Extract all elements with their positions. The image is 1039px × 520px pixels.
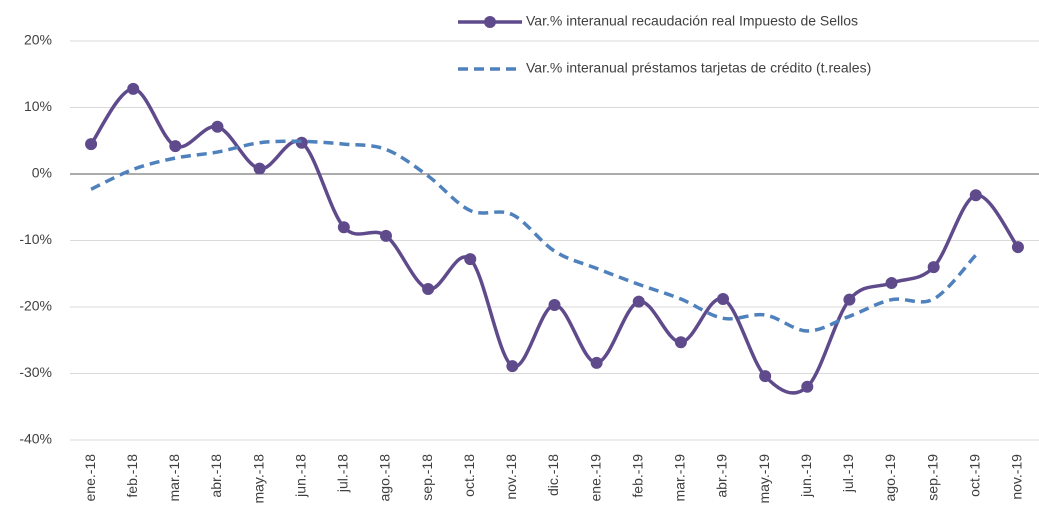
point bbox=[674, 336, 687, 349]
point bbox=[927, 261, 940, 274]
legend-label: Var.% interanual recaudación real Impues… bbox=[526, 13, 858, 29]
point bbox=[1011, 241, 1024, 254]
point bbox=[632, 295, 645, 308]
point bbox=[253, 162, 266, 175]
point bbox=[379, 229, 392, 242]
x-tick-label: oct.-19 bbox=[967, 454, 983, 497]
legend-label: Var.% interanual préstamos tarjetas de c… bbox=[526, 60, 871, 76]
y-tick-label: 10% bbox=[24, 98, 52, 114]
point bbox=[506, 360, 519, 373]
y-tick-label: 20% bbox=[24, 32, 52, 48]
x-tick-label: feb.-19 bbox=[629, 454, 645, 498]
point bbox=[590, 356, 603, 369]
point bbox=[843, 293, 856, 306]
series-line bbox=[90, 139, 978, 333]
x-tick-label: mar.-18 bbox=[166, 454, 182, 502]
x-tick-label: ago.-19 bbox=[882, 454, 898, 502]
x-tick-label: jun.-18 bbox=[292, 454, 308, 498]
y-tick-label: -10% bbox=[19, 231, 52, 247]
x-tick-label: may.-19 bbox=[756, 454, 772, 504]
x-tick-label: abr.-18 bbox=[208, 454, 224, 498]
point bbox=[717, 293, 730, 306]
x-tick-label: nov.-19 bbox=[1009, 454, 1025, 500]
y-tick-label: 0% bbox=[32, 165, 52, 181]
point bbox=[969, 189, 982, 202]
x-tick-label: sep.-19 bbox=[924, 454, 940, 501]
x-tick-label: may.-18 bbox=[250, 454, 266, 504]
x-tick-label: jul.-18 bbox=[335, 454, 351, 493]
point bbox=[169, 140, 182, 153]
x-tick-label: ago.-18 bbox=[377, 454, 393, 502]
point bbox=[464, 253, 477, 266]
x-tick-label: ene.-19 bbox=[587, 454, 603, 502]
x-tick-label: sep.-18 bbox=[419, 454, 435, 501]
y-tick-label: -40% bbox=[19, 431, 52, 447]
x-tick-label: ene.-18 bbox=[82, 454, 98, 502]
x-tick-label: jul.-19 bbox=[840, 454, 856, 493]
point bbox=[127, 82, 140, 95]
point bbox=[422, 283, 435, 296]
point bbox=[85, 138, 98, 151]
y-tick-label: -20% bbox=[19, 298, 52, 314]
x-tick-label: feb.-18 bbox=[124, 454, 140, 498]
x-tick-label: abr.-19 bbox=[714, 454, 730, 498]
x-tick-label: jun.-19 bbox=[798, 454, 814, 498]
y-tick-label: -30% bbox=[19, 364, 52, 380]
x-tick-label: mar.-19 bbox=[672, 454, 688, 502]
point bbox=[759, 370, 772, 383]
x-tick-label: oct.-18 bbox=[461, 454, 477, 497]
x-tick-label: dic.-18 bbox=[545, 454, 561, 496]
x-tick-label: nov.-18 bbox=[503, 454, 519, 500]
point bbox=[885, 277, 898, 290]
point bbox=[211, 120, 224, 133]
point bbox=[337, 221, 350, 234]
legend-marker bbox=[484, 16, 496, 28]
point bbox=[548, 299, 561, 312]
point bbox=[801, 380, 814, 393]
